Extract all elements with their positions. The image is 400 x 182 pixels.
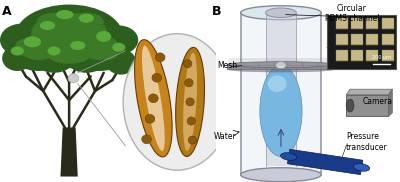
Ellipse shape	[186, 98, 194, 106]
Ellipse shape	[185, 79, 193, 87]
Ellipse shape	[69, 13, 104, 31]
Ellipse shape	[106, 49, 136, 75]
Ellipse shape	[148, 94, 158, 103]
FancyBboxPatch shape	[382, 18, 394, 29]
FancyBboxPatch shape	[351, 18, 363, 29]
Text: Mesh: Mesh	[217, 61, 237, 70]
Ellipse shape	[2, 46, 32, 71]
FancyBboxPatch shape	[366, 18, 378, 29]
Ellipse shape	[0, 24, 43, 56]
Polygon shape	[60, 127, 78, 177]
FancyBboxPatch shape	[366, 50, 378, 61]
Text: Water: Water	[214, 132, 237, 141]
Ellipse shape	[227, 62, 335, 68]
Ellipse shape	[9, 31, 69, 71]
Polygon shape	[227, 65, 335, 69]
Ellipse shape	[268, 76, 287, 92]
Ellipse shape	[123, 34, 231, 170]
Ellipse shape	[34, 47, 74, 73]
Text: Pressure
transducer: Pressure transducer	[346, 132, 388, 152]
Ellipse shape	[37, 13, 71, 31]
Ellipse shape	[99, 25, 138, 55]
Ellipse shape	[155, 53, 165, 62]
Ellipse shape	[187, 117, 196, 125]
FancyBboxPatch shape	[382, 50, 394, 61]
Ellipse shape	[260, 66, 302, 157]
Text: Camera: Camera	[362, 97, 392, 106]
Ellipse shape	[80, 35, 119, 60]
Ellipse shape	[176, 47, 204, 157]
Ellipse shape	[142, 135, 151, 144]
Ellipse shape	[227, 66, 335, 72]
Ellipse shape	[22, 15, 65, 40]
FancyBboxPatch shape	[336, 50, 348, 61]
Ellipse shape	[20, 35, 58, 60]
FancyBboxPatch shape	[351, 50, 363, 61]
Ellipse shape	[354, 164, 370, 171]
Ellipse shape	[68, 74, 79, 83]
Ellipse shape	[184, 60, 192, 68]
Text: Circular
PDMS channel: Circular PDMS channel	[325, 4, 379, 23]
Ellipse shape	[280, 153, 297, 160]
FancyBboxPatch shape	[346, 95, 388, 116]
Ellipse shape	[97, 42, 119, 60]
Ellipse shape	[67, 47, 106, 73]
Ellipse shape	[74, 15, 117, 40]
Polygon shape	[346, 89, 392, 95]
Ellipse shape	[276, 62, 286, 69]
FancyBboxPatch shape	[336, 18, 348, 29]
FancyBboxPatch shape	[327, 15, 396, 69]
Polygon shape	[388, 89, 392, 116]
FancyBboxPatch shape	[336, 34, 348, 45]
Ellipse shape	[48, 46, 60, 56]
Text: A: A	[2, 5, 12, 18]
Ellipse shape	[188, 136, 197, 144]
Ellipse shape	[31, 13, 107, 53]
Polygon shape	[241, 13, 321, 175]
Ellipse shape	[69, 31, 130, 71]
Ellipse shape	[241, 6, 321, 20]
FancyBboxPatch shape	[366, 34, 378, 45]
Ellipse shape	[15, 38, 37, 56]
Ellipse shape	[152, 73, 162, 82]
Ellipse shape	[24, 36, 41, 47]
Ellipse shape	[266, 8, 296, 17]
Ellipse shape	[11, 46, 24, 56]
Ellipse shape	[183, 53, 197, 151]
Polygon shape	[266, 13, 296, 166]
Text: 200 μm: 200 μm	[372, 55, 391, 60]
Ellipse shape	[48, 46, 91, 64]
Ellipse shape	[112, 43, 125, 52]
Ellipse shape	[45, 5, 93, 31]
Ellipse shape	[79, 14, 94, 23]
Ellipse shape	[56, 10, 74, 19]
Ellipse shape	[134, 40, 172, 157]
Ellipse shape	[70, 41, 85, 50]
Text: B: B	[212, 5, 221, 18]
FancyBboxPatch shape	[382, 34, 394, 45]
Ellipse shape	[142, 46, 165, 151]
Ellipse shape	[96, 31, 111, 42]
Ellipse shape	[241, 168, 321, 182]
Ellipse shape	[15, 5, 123, 68]
Polygon shape	[288, 149, 363, 175]
Ellipse shape	[40, 21, 55, 30]
Ellipse shape	[145, 114, 155, 123]
Ellipse shape	[346, 99, 354, 112]
FancyBboxPatch shape	[351, 34, 363, 45]
